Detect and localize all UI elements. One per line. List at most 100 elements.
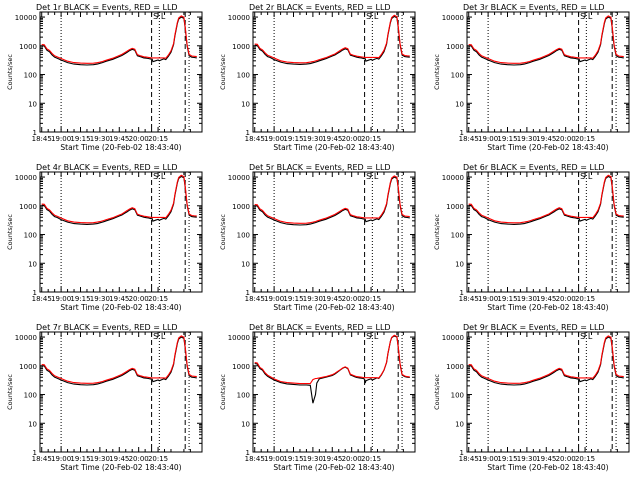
plot-frame (252, 171, 416, 293)
marker-label: L (161, 172, 166, 181)
x-tick-label: 19:45 (322, 135, 342, 143)
x-tick-label: 19:00 (51, 295, 71, 303)
y-tick-label: 10000 (15, 334, 37, 342)
x-tick-label: 18:45 (459, 455, 479, 463)
y-tick-label: 1 (33, 129, 37, 137)
lld-series-line (468, 15, 624, 64)
chart-title: Det 2r BLACK = Events, RED = LLD (249, 3, 391, 12)
x-tick-label: 20:15 (361, 135, 381, 143)
chart-title: Det 7r BLACK = Events, RED = LLD (36, 323, 178, 332)
x-tick-label: 20:00 (556, 295, 576, 303)
y-tick-label: 100 (451, 392, 464, 400)
x-tick-label: 18:45 (459, 295, 479, 303)
y-axis-label: Counts/sec (6, 214, 14, 250)
y-tick-label: 100 (237, 232, 250, 240)
marker-label: S (366, 332, 371, 341)
lld-series-line (41, 15, 197, 64)
x-tick-label: 19:15 (497, 455, 517, 463)
x-tick-label: 20:00 (129, 135, 149, 143)
y-tick-label: 100 (237, 392, 250, 400)
plot-frame (252, 331, 416, 453)
marker-label: L (374, 332, 379, 341)
marker-label: L (588, 332, 593, 341)
chart-title: Det 3r BLACK = Events, RED = LLD (463, 3, 605, 12)
marker-label: S (366, 12, 371, 21)
x-tick-label: 19:45 (322, 295, 342, 303)
plot-frame (39, 11, 203, 133)
x-tick-label: 20:00 (556, 135, 576, 143)
x-tick-label: 20:00 (129, 295, 149, 303)
plot-frame (466, 11, 630, 133)
x-tick-label: 20:00 (129, 455, 149, 463)
x-tick-label: 19:15 (497, 135, 517, 143)
x-tick-label: 18:45 (32, 295, 52, 303)
x-axis-label: Start Time (20-Feb-02 18:43:40) (273, 303, 394, 312)
chart-panel: Det 2r BLACK = Events, RED = LLD 1 10 100 10… (219, 3, 416, 152)
marker-label: S (153, 332, 158, 341)
x-tick-label: 19:45 (109, 295, 129, 303)
x-tick-label: 19:15 (283, 295, 303, 303)
x-tick-label: 19:00 (478, 135, 498, 143)
chart-panel: Det 6r BLACK = Events, RED = LLD 1 10 100 10… (433, 163, 630, 312)
marker-label: L (588, 172, 593, 181)
plot-frame (466, 331, 630, 453)
x-tick-label: 18:45 (32, 455, 52, 463)
x-tick-label: 20:00 (342, 455, 362, 463)
events-series-line (254, 335, 410, 404)
x-tick-label: 19:00 (51, 135, 71, 143)
x-tick-label: 20:15 (148, 455, 168, 463)
marker-label: S (366, 172, 371, 181)
y-tick-label: 10 (241, 260, 250, 268)
plot-frame (39, 331, 203, 453)
x-tick-label: 20:15 (575, 295, 595, 303)
x-tick-label: 19:30 (90, 135, 110, 143)
y-tick-label: 1000 (446, 203, 464, 211)
lld-series-line (468, 174, 624, 224)
marker-label: L (374, 12, 379, 21)
x-tick-label: 20:15 (361, 295, 381, 303)
x-axis-label: Start Time (20-Feb-02 18:43:40) (60, 143, 181, 152)
marker-label: L (588, 12, 593, 21)
y-tick-label: 1 (33, 289, 37, 297)
y-axis-label: Counts/sec (219, 214, 227, 250)
y-tick-label: 1000 (446, 363, 464, 371)
x-tick-label: 19:15 (70, 295, 90, 303)
y-tick-label: 100 (24, 232, 37, 240)
y-tick-label: 10000 (15, 14, 37, 22)
x-tick-label: 19:30 (517, 295, 537, 303)
x-tick-label: 19:00 (264, 295, 284, 303)
x-tick-label: 19:45 (322, 455, 342, 463)
lld-series-line (468, 335, 624, 384)
x-axis-label: Start Time (20-Feb-02 18:43:40) (487, 303, 608, 312)
y-tick-label: 10 (241, 420, 250, 428)
x-tick-label: 20:15 (148, 295, 168, 303)
plot-frame (252, 11, 416, 133)
chart-panel: Det 3r BLACK = Events, RED = LLD 1 10 100 10… (433, 3, 630, 152)
y-tick-label: 100 (451, 72, 464, 80)
chart-panel: Det 9r BLACK = Events, RED = LLD 1 10 100 10… (433, 323, 630, 472)
x-tick-label: 20:00 (342, 295, 362, 303)
y-tick-label: 10000 (442, 174, 464, 182)
marker-label: L (374, 172, 379, 181)
x-tick-label: 19:15 (70, 135, 90, 143)
plot-frame (466, 171, 630, 293)
x-tick-label: 19:45 (109, 135, 129, 143)
x-tick-label: 19:00 (264, 455, 284, 463)
y-tick-label: 1000 (19, 203, 37, 211)
x-tick-label: 20:00 (342, 135, 362, 143)
y-tick-label: 1000 (19, 363, 37, 371)
chart-panel: Det 5r BLACK = Events, RED = LLD 1 10 100 10… (219, 163, 416, 312)
x-tick-label: 19:00 (264, 135, 284, 143)
y-tick-label: 10000 (442, 334, 464, 342)
y-tick-label: 1 (33, 449, 37, 457)
x-tick-label: 18:45 (245, 295, 265, 303)
x-tick-label: 19:30 (90, 455, 110, 463)
y-tick-label: 1 (460, 129, 464, 137)
y-tick-label: 100 (24, 392, 37, 400)
x-tick-label: 19:45 (536, 295, 556, 303)
y-axis-label: Counts/sec (219, 374, 227, 410)
x-tick-label: 19:45 (109, 455, 129, 463)
y-tick-label: 10000 (15, 174, 37, 182)
y-tick-label: 10 (455, 420, 464, 428)
y-tick-label: 1000 (446, 43, 464, 51)
